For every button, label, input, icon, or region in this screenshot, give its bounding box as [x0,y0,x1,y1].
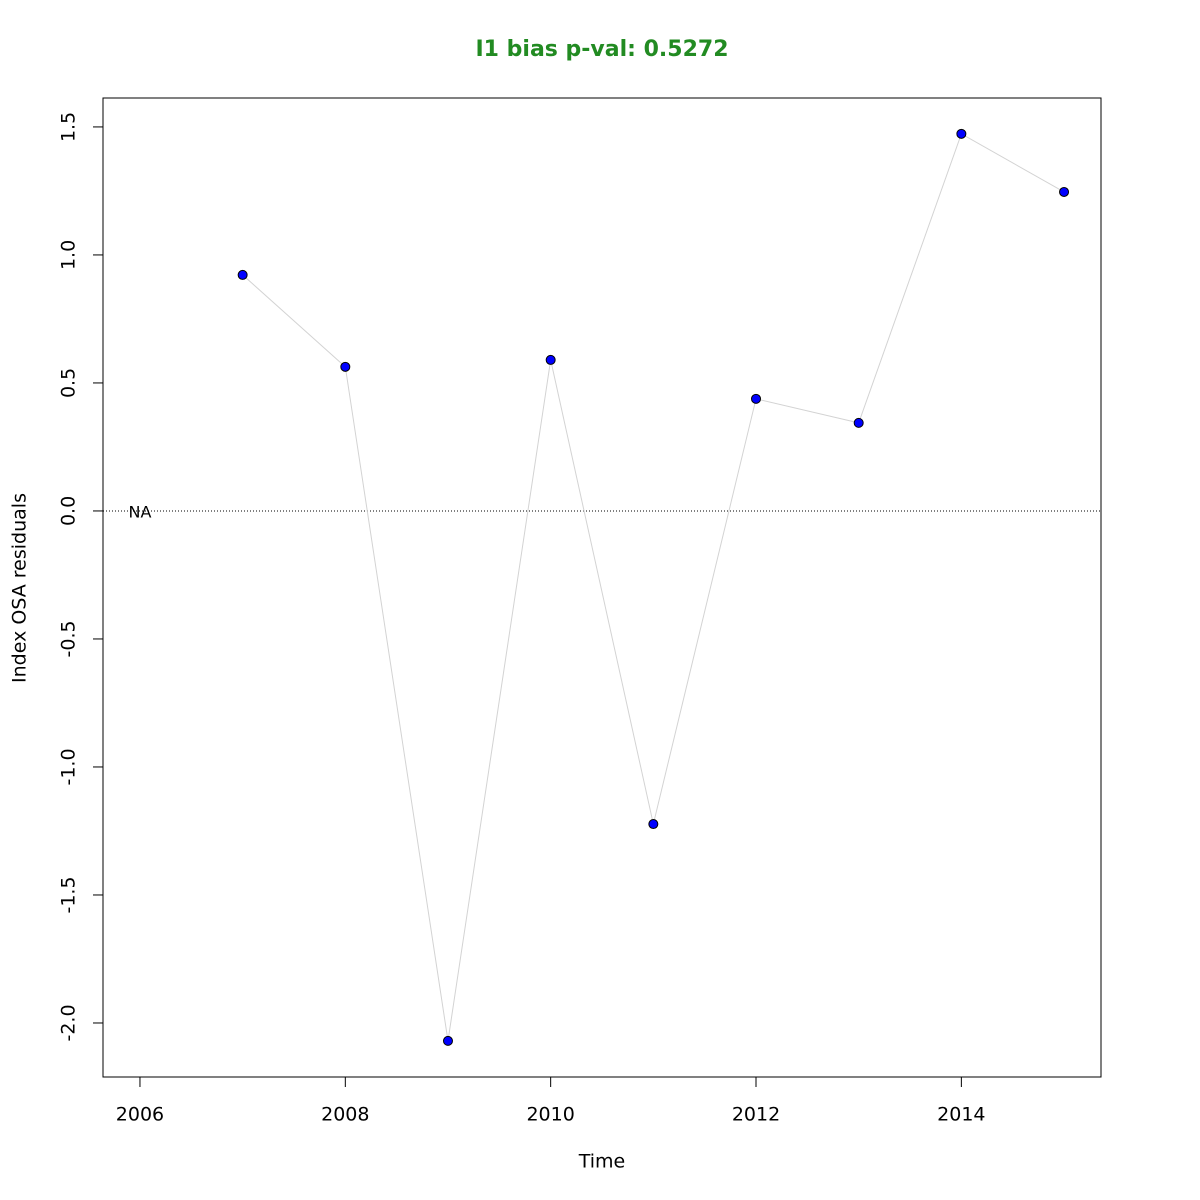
point [237,269,248,280]
point [956,128,967,139]
x-tick-label: 2010 [526,1104,574,1126]
plot-frame [102,97,1102,1078]
y-tick-label: -1.0 [58,748,80,785]
y-tick-label: 0.5 [58,368,80,398]
point [853,417,864,428]
x-axis-label: Time [578,1151,626,1173]
y-tick-label: 0.0 [58,496,80,526]
y-tick-label: 1.0 [58,240,80,270]
x-tick-label: 2008 [321,1104,369,1126]
y-tick-label: 1.5 [58,112,80,142]
x-tick-label: 2014 [937,1104,985,1126]
y-tick-label: -2.0 [58,1004,80,1041]
x-tick-label: 2012 [732,1104,780,1126]
y-axis-label: Index OSA residuals [9,493,31,683]
point [1059,186,1070,197]
y-tick-label: -1.5 [58,876,80,913]
point [751,393,762,404]
point [442,1035,453,1046]
point [545,354,556,365]
x-tick-label: 2006 [116,1104,164,1126]
y-tick-label: -0.5 [58,620,80,657]
chart-title: I1 bias p-val: 0.5272 [476,37,729,62]
annotation: NA [129,502,152,521]
point [340,361,351,372]
point [648,819,659,830]
